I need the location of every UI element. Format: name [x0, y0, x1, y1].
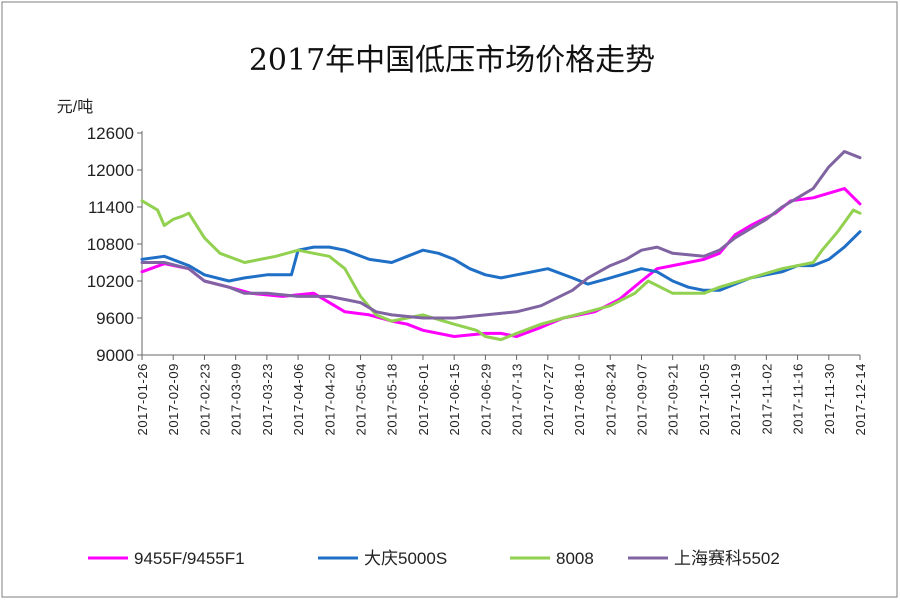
x-tick-label: 2017-01-26: [135, 363, 150, 436]
y-tick-label: 11400: [88, 198, 134, 217]
plot-area: 9000 9600 10200 10800 11400 12000 12600 2017-01…: [87, 124, 868, 436]
x-tick-label: 2017-06-01: [416, 363, 431, 436]
x-tick-label: 2017-09-21: [666, 363, 681, 436]
x-tick-label: 2017-08-24: [603, 363, 618, 436]
x-tick-label: 2017-10-19: [728, 363, 743, 436]
x-tick-label: 2017-03-23: [260, 363, 275, 436]
legend-label-3: 8008: [556, 549, 594, 568]
series-line-3: [140, 199, 862, 342]
legend-label-1: 9455F/9455F1: [134, 549, 245, 568]
y-tick-label: 12600: [87, 124, 134, 143]
x-tick-label: 2017-09-07: [634, 363, 649, 436]
x-tick-label: 2017-06-15: [447, 363, 462, 436]
legend-label-4: 上海赛科5502: [674, 548, 780, 568]
x-tick-label: 2017-07-13: [510, 363, 525, 436]
x-tick-label: 2017-11-16: [791, 363, 806, 435]
y-tick-label: 10200: [87, 272, 134, 291]
y-tick-label: 9600: [96, 309, 134, 328]
legend-label-2: 大庆5000S: [364, 549, 447, 568]
x-tick-label: 2017-05-04: [354, 363, 369, 436]
x-tick-label: 2017-02-09: [166, 363, 181, 436]
x-tick-label: 2017-06-29: [478, 363, 493, 436]
x-tick-label: 2017-12-14: [853, 363, 868, 436]
x-tick-label: 2017-11-02: [759, 363, 774, 435]
y-tick-label: 10800: [87, 235, 134, 254]
x-tick-label: 2017-04-06: [291, 363, 306, 436]
legend: 9455F/9455F1 大庆5000S 8008 上海赛科5502: [88, 548, 780, 568]
chart-title: 2017年中国低压市场价格走势: [249, 43, 655, 78]
x-tick-label: 2017-08-10: [572, 363, 587, 436]
series-line-4: [140, 150, 862, 320]
x-tick-label: 2017-07-27: [541, 363, 556, 436]
series-line-1: [140, 187, 862, 338]
x-tick-label: 2017-02-23: [197, 363, 212, 436]
x-tick-label: 2017-04-20: [322, 363, 337, 436]
x-tick-label: 2017-05-18: [385, 363, 400, 436]
x-tick-label: 2017-03-09: [229, 363, 244, 436]
y-tick-label: 9000: [96, 346, 134, 365]
y-axis-unit-label: 元/吨: [57, 98, 93, 116]
x-tick-label: 2017-10-05: [697, 363, 712, 436]
x-tick-label: 2017-11-30: [822, 363, 837, 435]
y-tick-label: 12000: [87, 161, 134, 180]
